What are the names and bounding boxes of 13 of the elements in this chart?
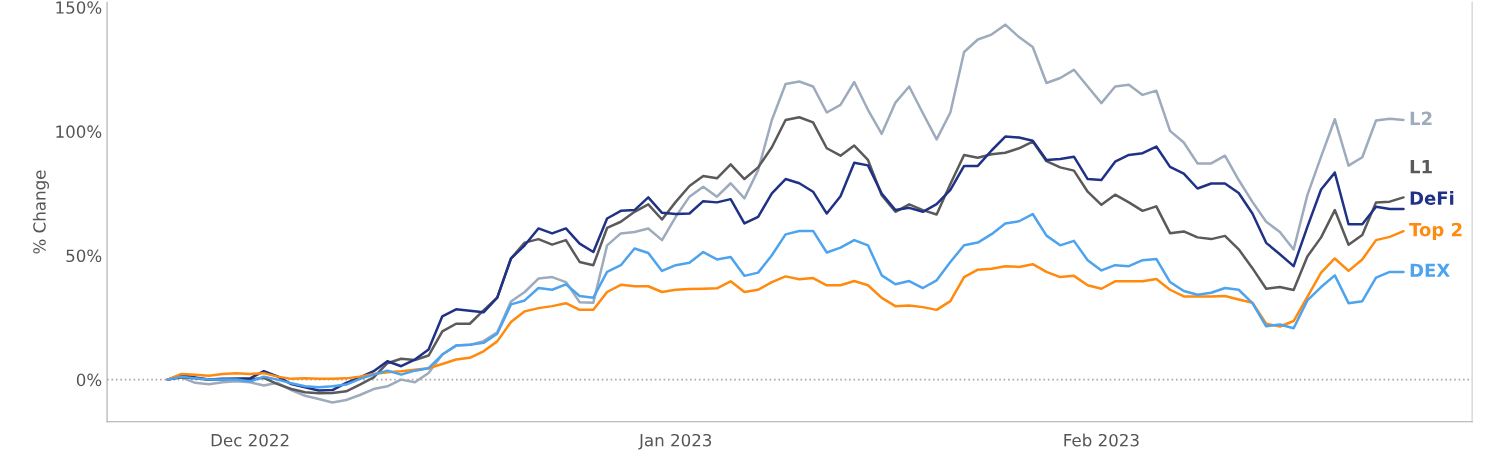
series-label: L2 — [1410, 111, 1432, 125]
y-tick-label: 50% — [66, 249, 102, 263]
x-tick-label: Dec 2022 — [211, 433, 289, 447]
series-label: L1 — [1410, 160, 1432, 174]
series-label: Top 2 — [1409, 222, 1462, 240]
series-label: DeFi — [1410, 190, 1454, 205]
series-label: DEX — [1410, 263, 1450, 277]
y-tick-label: 150% — [56, 1, 102, 14]
y-tick-label: 0% — [76, 373, 102, 387]
x-tick-label: Jan 2023 — [638, 433, 712, 450]
x-tick-label: Feb 2023 — [1064, 433, 1139, 447]
y-tick-label: 100% — [56, 125, 102, 138]
y-axis-title: % Change — [32, 170, 49, 254]
